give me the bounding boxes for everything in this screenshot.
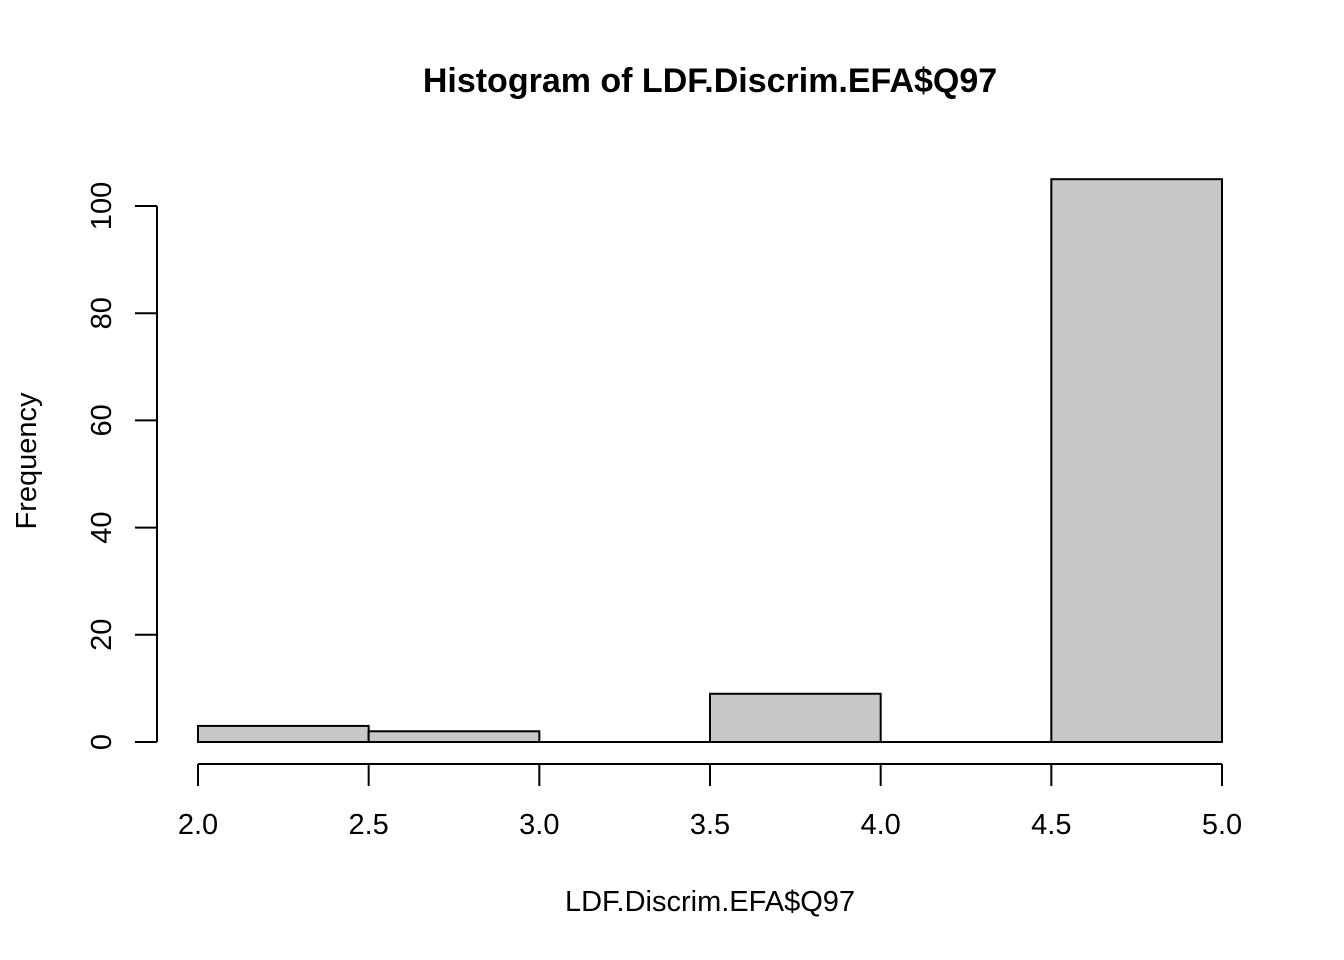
- y-tick-label-0: 0: [86, 734, 118, 750]
- y-axis: 0 20 40 60 80 100: [86, 182, 158, 750]
- bar-0: [197, 724, 370, 743]
- y-tick-label-5: 100: [86, 182, 118, 230]
- x-tick-label-0: 2.0: [178, 809, 218, 841]
- bar-5: [1050, 178, 1224, 743]
- x-tick-label-6: 5.0: [1202, 809, 1242, 841]
- x-axis: 2.0 2.5 3.0 3.5 4.0 4.5 5.0: [178, 763, 1242, 841]
- y-tick-label-4: 80: [86, 297, 118, 329]
- chart-title: Histogram of LDF.Discrim.EFA$Q97: [423, 62, 997, 100]
- y-axis-label: Frequency: [11, 392, 43, 530]
- bar-1: [367, 730, 541, 744]
- x-tick-label-3: 3.5: [690, 809, 730, 841]
- x-tick-label-4: 4.0: [861, 809, 901, 841]
- x-axis-label: LDF.Discrim.EFA$Q97: [565, 886, 855, 918]
- x-tick-label-5: 4.5: [1031, 809, 1071, 841]
- x-tick-label-1: 2.5: [349, 809, 389, 841]
- x-tick-label-2: 3.0: [519, 809, 559, 841]
- y-tick-label-1: 20: [86, 619, 118, 651]
- y-tick-label-2: 40: [86, 511, 118, 543]
- bars-group: [197, 178, 1224, 744]
- bar-3: [709, 692, 882, 744]
- y-tick-label-3: 60: [86, 404, 118, 436]
